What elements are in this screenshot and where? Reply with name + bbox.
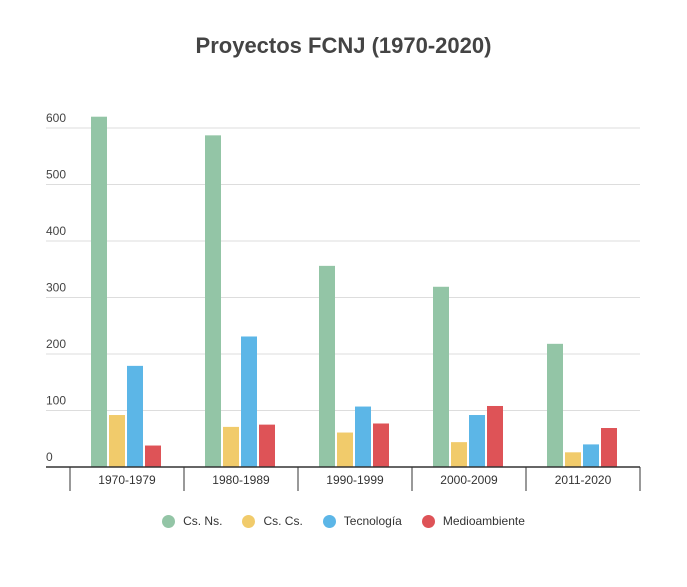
bar	[355, 406, 371, 467]
gridlines	[46, 127, 640, 411]
bar	[583, 444, 599, 467]
y-tick-label: 100	[46, 394, 66, 408]
legend-swatch	[322, 514, 336, 528]
bar	[145, 445, 161, 467]
legend-label: Tecnología	[343, 514, 402, 528]
y-tick-label: 500	[46, 168, 66, 182]
legend-item: Medioambiente	[421, 514, 525, 528]
bar	[223, 426, 239, 467]
x-axis: 1970-1979 1980-1989 1990-1999 2000-2009 2011…	[46, 466, 641, 491]
legend: Cs. Ns. Cs. Cs. Tecnología Medioambiente	[0, 514, 687, 528]
legend-label: Medioambiente	[442, 514, 525, 528]
bars	[91, 116, 617, 467]
legend-swatch	[162, 514, 176, 528]
y-tick-label: 300	[46, 281, 66, 295]
bar	[469, 415, 485, 467]
legend-label: Cs. Cs.	[263, 514, 303, 528]
y-tick-label: 600	[46, 111, 66, 125]
legend-item: Tecnología	[322, 514, 402, 528]
bar	[337, 432, 353, 467]
y-axis-tick-labels: 0 100 200 300 400 500 600	[46, 111, 66, 464]
bar	[259, 424, 275, 467]
y-tick-label: 0	[46, 450, 53, 464]
bar	[109, 415, 125, 467]
chart-title: Proyectos FCNJ (1970-2020)	[195, 33, 492, 58]
x-tick-label: 1970-1979	[98, 473, 156, 487]
y-tick-label: 200	[46, 337, 66, 351]
y-tick-label: 400	[46, 224, 66, 238]
x-tick-label: 2011-2020	[555, 473, 612, 487]
legend-swatch	[242, 514, 256, 528]
bar	[601, 428, 617, 467]
x-tick-label: 2000-2009	[440, 473, 498, 487]
bar	[547, 343, 563, 467]
bar	[487, 405, 503, 467]
bar	[91, 116, 107, 467]
legend-item: Cs. Ns.	[162, 514, 222, 528]
bar	[127, 365, 143, 467]
bar	[373, 423, 389, 467]
legend-label: Cs. Ns.	[183, 514, 223, 528]
bar	[241, 336, 257, 467]
bar	[451, 442, 467, 467]
legend-swatch	[421, 514, 435, 528]
x-tick-label: 1990-1999	[326, 473, 384, 487]
legend-item: Cs. Cs.	[242, 514, 303, 528]
bar	[319, 265, 335, 467]
x-tick-label: 1980-1989	[212, 473, 270, 487]
bar	[433, 286, 449, 467]
bar	[565, 452, 581, 467]
bar	[205, 135, 221, 467]
